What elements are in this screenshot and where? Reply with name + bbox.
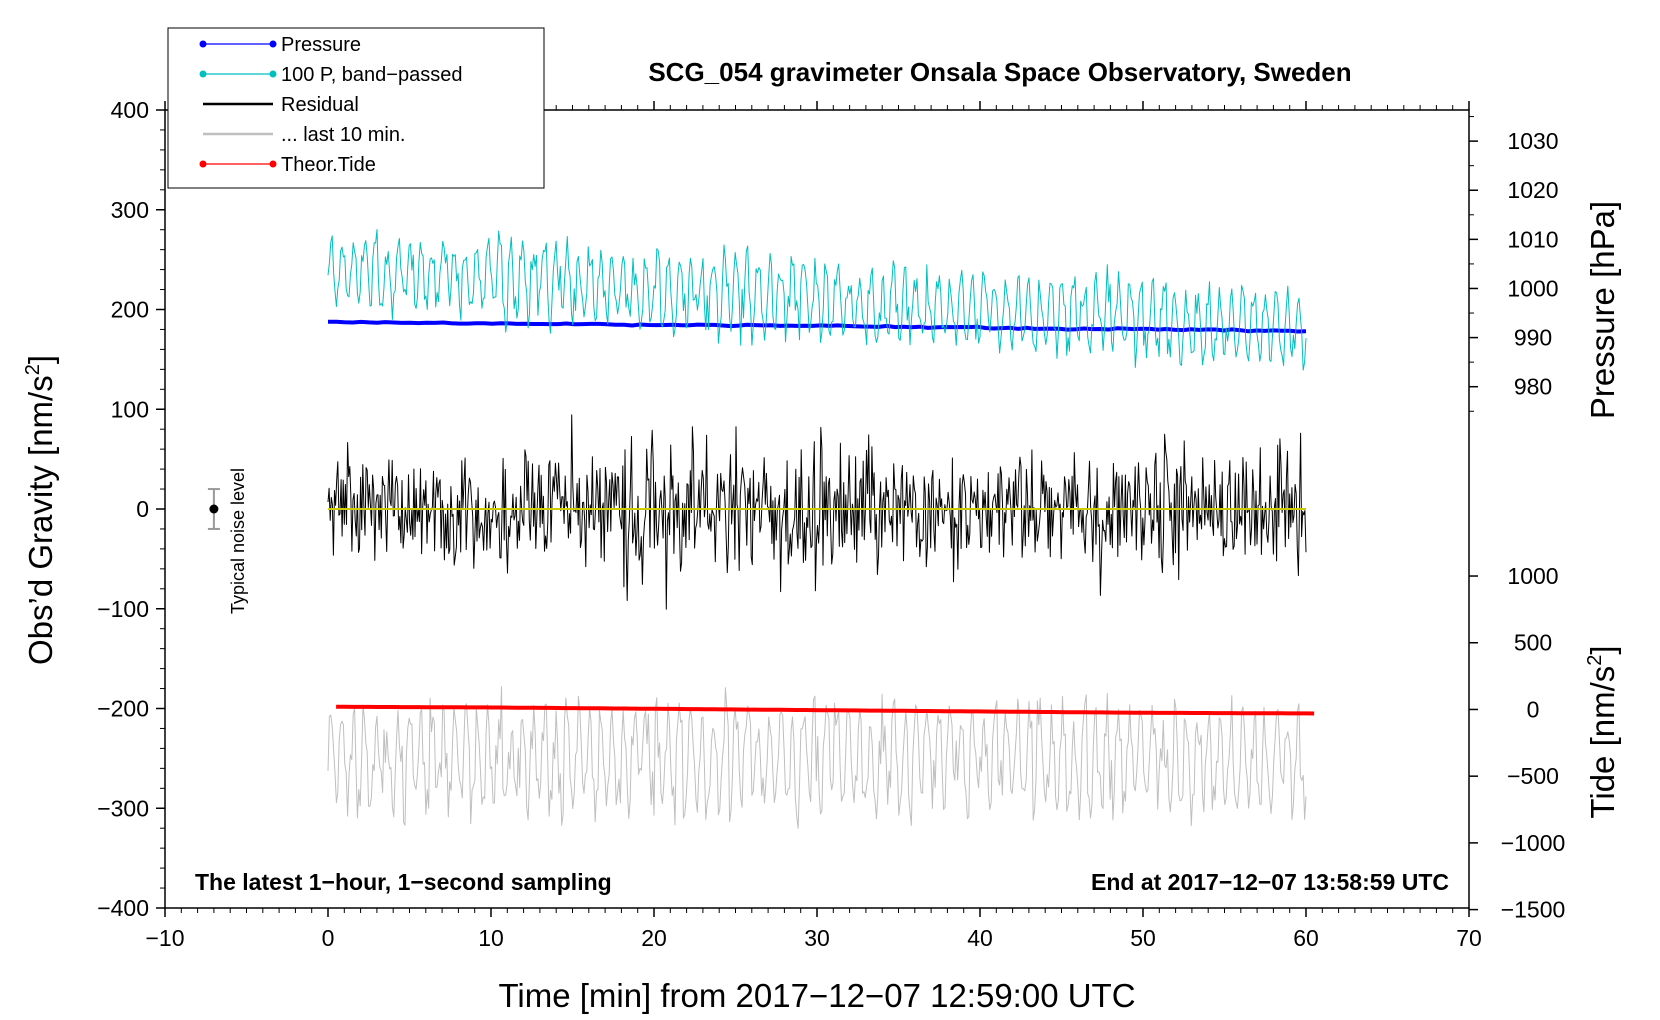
pressure-tick-label: 980 xyxy=(1514,374,1552,400)
legend-box xyxy=(167,27,545,189)
y-tick-label-left: −200 xyxy=(97,696,149,722)
y-axis-title-tide: Tide [nm/s2] xyxy=(1584,645,1621,818)
annotation-end-time: End at 2017−12−07 13:58:59 UTC xyxy=(1091,869,1449,895)
x-tick-label: 70 xyxy=(1456,925,1482,951)
legend-marker xyxy=(199,70,207,78)
y-axis-title-pressure: Pressure [hPa] xyxy=(1584,201,1621,419)
y-tick-label-left: 100 xyxy=(111,396,149,422)
tide-tick-label: −500 xyxy=(1507,763,1559,789)
x-tick-label: 40 xyxy=(967,925,993,951)
y-axis-title-tide-sup: 2 xyxy=(1584,655,1606,666)
x-tick-label: 10 xyxy=(478,925,504,951)
annotation-sampling: The latest 1−hour, 1−second sampling xyxy=(195,869,612,895)
tide-tick-label: −1000 xyxy=(1501,830,1566,856)
y-tick-label-left: 400 xyxy=(111,97,149,123)
legend-marker xyxy=(269,40,277,48)
tide-tick-label: 1000 xyxy=(1507,563,1558,589)
y-tick-label-left: 300 xyxy=(111,197,149,223)
pressure-tick-label: 1000 xyxy=(1507,275,1558,301)
legend-label: Pressure xyxy=(281,34,361,56)
y-axis-title-left: Obs’d Gravity [nm/s2] xyxy=(22,355,59,665)
pressure-tick-label: 1020 xyxy=(1507,177,1558,203)
y-axis-title-left-close: ] xyxy=(22,355,59,364)
legend-label: ... last 10 min. xyxy=(281,124,406,146)
x-tick-label: 30 xyxy=(804,925,830,951)
x-tick-label: 60 xyxy=(1293,925,1319,951)
x-tick-label: −10 xyxy=(145,925,184,951)
y-axis-title-tide-close: ] xyxy=(1584,645,1621,654)
legend-label: Theor.Tide xyxy=(281,154,376,176)
series-last-10-min-line xyxy=(327,686,1307,829)
x-tick-label: 0 xyxy=(322,925,335,951)
series-100-p-band-passed-line xyxy=(327,229,1307,371)
y-tick-label-left: −300 xyxy=(97,795,149,821)
noise-level-marker: Typical noise level xyxy=(207,468,248,614)
x-tick-label: 50 xyxy=(1130,925,1156,951)
y-tick-label-left: 200 xyxy=(111,297,149,323)
y-tick-label-left: −100 xyxy=(97,596,149,622)
legend-marker xyxy=(269,160,277,168)
legend-marker xyxy=(269,70,277,78)
x-tick-label: 20 xyxy=(641,925,667,951)
series-residual-line xyxy=(327,414,1307,610)
pressure-tick-label: 1010 xyxy=(1507,226,1558,252)
series-layer xyxy=(327,229,1315,829)
pressure-tick-label: 1030 xyxy=(1507,128,1558,154)
series-pressure-line xyxy=(328,319,1307,334)
y-tick-label-left: −400 xyxy=(97,895,149,921)
legend-label: 100 P, band−passed xyxy=(281,64,462,86)
legend: Pressure 100 P, band−passed Residual ... la… xyxy=(167,27,545,189)
tide-tick-label: 500 xyxy=(1514,630,1552,656)
legend-label: Residual xyxy=(281,94,359,116)
y-tick-label-left: 0 xyxy=(136,496,149,522)
y-axis-title-left-base: Obs’d Gravity [nm/s xyxy=(22,375,59,665)
noise-bar-dot xyxy=(209,504,219,514)
series-theor-tide-line xyxy=(336,704,1315,716)
tide-tick-label: 0 xyxy=(1527,696,1540,722)
x-axis-title: Time [min] from 2017−12−07 12:59:00 UTC xyxy=(498,977,1135,1014)
legend-marker xyxy=(199,40,207,48)
tide-tick-label: −1500 xyxy=(1501,897,1566,923)
chart-title: SCG_054 gravimeter Onsala Space Observat… xyxy=(648,57,1351,87)
noise-level-label: Typical noise level xyxy=(228,468,248,614)
pressure-tick-label: 990 xyxy=(1514,325,1552,351)
y-axis-title-tide-base: Tide [nm/s xyxy=(1584,666,1621,819)
axis-layer: −10 0 10 20 30 40 50 60 704003002001000−100−200−… xyxy=(97,97,1565,951)
y-axis-title-left-sup: 2 xyxy=(22,364,44,375)
legend-marker xyxy=(199,160,207,168)
